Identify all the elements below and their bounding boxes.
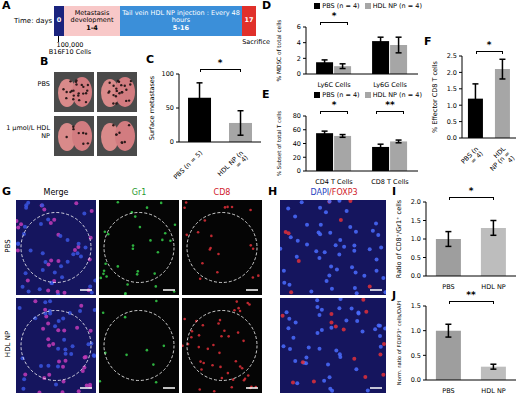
svg-text:2.5: 2.5 [447, 52, 457, 60]
svg-text:0: 0 [297, 167, 301, 175]
svg-text:40: 40 [293, 140, 301, 148]
html-text:H: H [268, 185, 278, 198]
svg-text:HDL NP: HDL NP [481, 283, 505, 290]
html-text:C: C [146, 53, 155, 66]
svg-text:1.0: 1.0 [411, 235, 421, 243]
svg-text:6: 6 [297, 23, 301, 31]
svg-text:Surface metastases: Surface metastases [148, 75, 156, 140]
html-text:17: 17 [244, 16, 254, 25]
html-text:B: B [40, 55, 49, 68]
svg-text:50: 50 [166, 104, 174, 112]
html-text:Gr1: Gr1 [131, 188, 147, 197]
svg-text:Ratio of CD8⁺/Gr1⁺ cells: Ratio of CD8⁺/Gr1⁺ cells [395, 199, 403, 278]
html-text:PBS (n = 4): PBS (n = 4) [322, 1, 360, 10]
html-text:PBS (n = 4): PBS (n = 4) [322, 90, 360, 99]
svg-text:CD4 T Cells: CD4 T Cells [315, 178, 353, 185]
html-text:I: I [392, 185, 397, 198]
svg-text:CD8 T Cells: CD8 T Cells [371, 178, 409, 185]
svg-text:2.0: 2.0 [447, 69, 457, 77]
svg-text:2.0: 2.0 [411, 198, 421, 206]
svg-text:Norm. ratio of FOXP3⁺ cells/DA: Norm. ratio of FOXP3⁺ cells/DAPI [396, 300, 402, 385]
svg-text:HDL NP (n= 4): HDL NP (n= 4) [216, 149, 250, 183]
svg-text:Ly6C Cells: Ly6C Cells [317, 81, 351, 88]
html-text:1-4: 1-4 [86, 23, 98, 32]
svg-text:1.5: 1.5 [447, 85, 457, 93]
html-text:Tail vein HDL NP injection : E: Tail vein HDL NP injection : Every 48 ho… [122, 8, 240, 25]
svg-text:% MDSC of total cells: % MDSC of total cells [276, 20, 282, 82]
html-text:D: D [262, 0, 272, 12]
svg-text:HDL NP: HDL NP [481, 387, 505, 394]
html-text:Metastasis development: Metastasis development [70, 8, 114, 25]
svg-text:0.5: 0.5 [411, 352, 421, 360]
html-text:HDL NP (n = 4): HDL NP (n = 4) [372, 1, 422, 10]
svg-text:0.0: 0.0 [447, 134, 457, 142]
svg-text:1.0: 1.0 [411, 327, 421, 335]
svg-text:100: 100 [162, 70, 174, 78]
svg-text:PBS (n= 4): PBS (n= 4) [460, 145, 485, 170]
html-text:Merge: Merge [43, 188, 69, 197]
html-text:J: J [392, 289, 397, 302]
html-text:HDL NP (n = 4): HDL NP (n = 4) [372, 90, 422, 99]
svg-text:1.5: 1.5 [411, 302, 421, 310]
svg-text:0: 0 [170, 138, 174, 146]
html-text:G: G [2, 185, 11, 198]
html-text:A: A [2, 0, 11, 12]
svg-text:0: 0 [297, 70, 301, 78]
svg-text:0.0: 0.0 [411, 376, 421, 384]
svg-text:4: 4 [297, 39, 301, 47]
svg-text:0.0: 0.0 [411, 272, 421, 280]
html-text:CD8: CD8 [213, 188, 231, 197]
svg-text:20: 20 [293, 154, 301, 162]
html-text:HDL NP: HDL NP [3, 330, 12, 358]
svg-text:PBS: PBS [442, 283, 454, 290]
svg-text:1.0: 1.0 [447, 102, 457, 110]
html-text:Time: days 0: Time: days 0 [14, 16, 62, 25]
html-text:PBS: PBS [3, 239, 12, 253]
svg-text:PBS: PBS [442, 387, 454, 394]
html-text:B16F10 Cells: B16F10 Cells [48, 48, 92, 56]
svg-text:0.5: 0.5 [447, 118, 457, 126]
svg-text:PBS (n = 5): PBS (n = 5) [172, 149, 204, 181]
svg-text:60: 60 [293, 126, 301, 134]
svg-text:Ly6G Cells: Ly6G Cells [373, 81, 407, 88]
html-text:PBS: PBS [37, 80, 50, 88]
svg-text:1.5: 1.5 [411, 217, 421, 225]
html-text:DAPI /FOXP3: DAPI /FOXP3 [310, 188, 358, 197]
svg-text:2: 2 [297, 55, 301, 63]
svg-text:% Effector CD8 T cells: % Effector CD8 T cells [431, 60, 439, 133]
html-text:100,000: 100,000 [56, 41, 84, 49]
html-text:1 μmol/L HDL NP: 1 μmol/L HDL NP [6, 124, 50, 140]
svg-text:% Subset of total T cells: % Subset of total T cells [276, 111, 282, 176]
svg-text:0.5: 0.5 [411, 254, 421, 262]
html-text:E: E [262, 88, 270, 101]
html-text:Sacrifice: Sacrifice [242, 38, 270, 46]
html-text:F: F [424, 35, 432, 48]
html-text:5-16: 5-16 [172, 23, 190, 32]
svg-text:80: 80 [293, 112, 301, 120]
svg-text:HDLNP (n =4): HDLNP (n =4) [484, 145, 517, 178]
